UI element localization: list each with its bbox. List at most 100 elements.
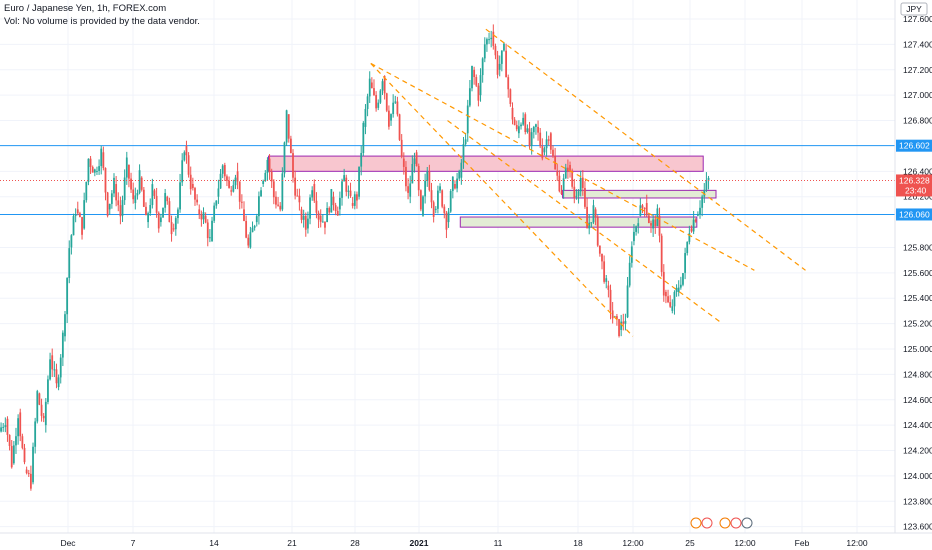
candle-body	[658, 215, 661, 236]
candle-body	[434, 208, 437, 210]
candle-body	[121, 200, 124, 216]
time-tick-label: 12:00	[622, 538, 644, 548]
candle-body	[351, 203, 354, 206]
candle-body	[204, 215, 207, 223]
candle-body	[633, 231, 635, 242]
candle-body	[206, 222, 209, 239]
candle-body	[569, 164, 571, 171]
candle-body	[490, 37, 493, 40]
event-icon	[730, 517, 742, 529]
candle-body	[155, 195, 158, 213]
candle-body	[0, 427, 2, 432]
candle-body	[515, 124, 518, 130]
price-tick-label: 127.600	[903, 14, 932, 24]
candle-body	[215, 200, 218, 206]
candle-body	[321, 221, 324, 223]
candle-body	[93, 169, 96, 173]
candle-body	[652, 219, 655, 229]
candle-body	[575, 195, 578, 197]
time-axis[interactable]: Dec 7 14 21 28 2021 11 18 12:00 25 12:00 Feb 12:00	[60, 538, 867, 548]
candle-body	[479, 75, 482, 96]
candle-body	[524, 114, 527, 133]
candle-body	[496, 55, 499, 75]
candle-body	[119, 205, 122, 217]
candle-body	[645, 203, 648, 216]
candle-body	[607, 285, 610, 290]
candle-body	[289, 138, 292, 154]
candle-body	[588, 222, 591, 229]
candle-body	[326, 208, 329, 223]
candle-body	[79, 213, 81, 218]
candle-body	[535, 124, 537, 127]
candle-body	[543, 148, 546, 153]
candle-body	[258, 196, 260, 217]
candle-body	[294, 177, 297, 196]
candle-body	[566, 167, 569, 172]
candle-body	[409, 183, 412, 197]
candle-body	[486, 39, 488, 45]
price-tick-label: 127.400	[903, 39, 932, 49]
candle-body	[419, 190, 422, 210]
last-price-label: 126.328	[899, 175, 930, 185]
candle-body	[349, 190, 352, 196]
candle-body	[149, 205, 152, 214]
price-axis-background	[895, 0, 932, 533]
currency-box[interactable]: JPY	[900, 2, 928, 16]
candle-body	[522, 117, 525, 125]
price-tick-label: 125.400	[903, 293, 932, 303]
candle-body	[558, 175, 561, 192]
candle-body	[492, 31, 495, 46]
candle-body	[272, 181, 275, 198]
candle-body	[115, 184, 118, 201]
event-icon	[741, 517, 753, 529]
candle-body	[364, 108, 367, 127]
candle-body	[196, 199, 199, 203]
price-tick-label: 126.400	[903, 166, 932, 176]
price-axis[interactable]: 127.600 127.400 127.200 127.000 126.800 126.4…	[903, 14, 932, 532]
time-tick-label: 21	[287, 538, 297, 548]
candle-body	[387, 110, 390, 127]
candle-body	[624, 320, 627, 324]
candle-body	[503, 43, 505, 51]
candle-body	[375, 95, 378, 109]
candle-body	[660, 235, 663, 272]
candle-body	[586, 206, 588, 229]
candle-body	[332, 196, 335, 206]
candle-body	[579, 178, 582, 192]
candle-body	[373, 88, 375, 96]
candle-body	[44, 401, 47, 426]
candle-body	[671, 306, 674, 311]
candle-body	[166, 196, 169, 202]
candle-body	[300, 209, 303, 220]
trend-line	[485, 28, 806, 271]
candle-body	[398, 114, 401, 140]
candle-body	[292, 153, 294, 178]
candle-body	[87, 158, 90, 182]
candle-body	[590, 222, 593, 224]
candle-body	[179, 182, 181, 210]
candle-body	[223, 164, 226, 177]
price-tick-label: 124.200	[903, 446, 932, 456]
candle-body	[285, 110, 288, 143]
candle-body	[98, 166, 100, 171]
event-markers[interactable]	[690, 517, 753, 529]
candle-body	[639, 205, 642, 216]
candle-body	[635, 226, 637, 232]
candle-body	[142, 189, 145, 207]
candle-body	[213, 205, 216, 221]
currency-label: JPY	[906, 4, 922, 14]
countdown-label: 23:40	[905, 185, 927, 195]
candle-body	[662, 271, 665, 296]
last-price-badge	[896, 174, 932, 197]
candle-body	[650, 223, 652, 226]
trend-line	[370, 62, 755, 271]
candle-body	[505, 50, 508, 78]
time-tick-label: 25	[685, 538, 695, 548]
price-tick-label: 124.800	[903, 369, 932, 379]
candle-body	[61, 332, 64, 358]
candle-body	[530, 132, 533, 146]
candle-body	[243, 209, 245, 222]
candle-body	[236, 171, 239, 182]
candle-body	[70, 235, 73, 248]
